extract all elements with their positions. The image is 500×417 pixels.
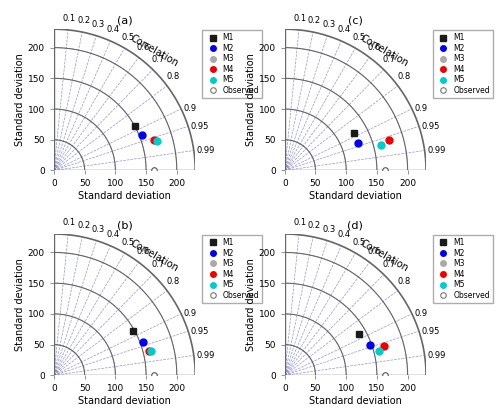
Text: 0.7: 0.7 (382, 260, 396, 269)
Text: 0.5: 0.5 (352, 238, 366, 246)
Text: Correlation: Correlation (359, 238, 410, 273)
Text: 0.7: 0.7 (152, 55, 164, 64)
Text: 0.3: 0.3 (92, 224, 105, 234)
Text: 0.8: 0.8 (397, 72, 410, 81)
Text: 0.99: 0.99 (427, 146, 446, 155)
Text: 0.9: 0.9 (184, 104, 196, 113)
Text: 0.2: 0.2 (308, 16, 321, 25)
Text: 0.8: 0.8 (166, 72, 179, 81)
Text: Correlation: Correlation (128, 238, 180, 273)
Text: 0.5: 0.5 (352, 33, 366, 42)
Text: 0.3: 0.3 (322, 20, 336, 29)
X-axis label: Standard deviation: Standard deviation (78, 396, 171, 406)
Text: 0.6: 0.6 (368, 247, 380, 256)
Text: 0.6: 0.6 (136, 43, 150, 52)
Y-axis label: Standard deviation: Standard deviation (246, 258, 256, 351)
Text: 0.99: 0.99 (427, 351, 446, 360)
X-axis label: Standard deviation: Standard deviation (309, 396, 402, 406)
Text: 0.5: 0.5 (122, 238, 135, 246)
Title: (d): (d) (348, 221, 364, 231)
Text: 0.3: 0.3 (322, 224, 336, 234)
Text: 0.8: 0.8 (166, 277, 179, 286)
Text: 0.6: 0.6 (368, 43, 380, 52)
Text: 0.4: 0.4 (107, 230, 120, 239)
Legend: M1, M2, M3, M4, M5, Observed: M1, M2, M3, M4, M5, Observed (202, 235, 262, 303)
Text: 0.99: 0.99 (196, 351, 214, 360)
Title: (b): (b) (116, 221, 132, 231)
Y-axis label: Standard deviation: Standard deviation (15, 53, 25, 146)
Title: (c): (c) (348, 15, 363, 25)
Text: 0.95: 0.95 (190, 122, 209, 131)
Text: 0.8: 0.8 (397, 277, 410, 286)
Legend: M1, M2, M3, M4, M5, Observed: M1, M2, M3, M4, M5, Observed (202, 30, 262, 98)
X-axis label: Standard deviation: Standard deviation (309, 191, 402, 201)
Text: 0.6: 0.6 (136, 247, 150, 256)
Text: 0.9: 0.9 (184, 309, 196, 318)
Text: 0.99: 0.99 (196, 146, 214, 155)
Legend: M1, M2, M3, M4, M5, Observed: M1, M2, M3, M4, M5, Observed (432, 30, 493, 98)
Text: 0.9: 0.9 (414, 104, 428, 113)
Text: 0.2: 0.2 (77, 221, 90, 230)
Text: 0.95: 0.95 (422, 327, 440, 336)
Text: 0.9: 0.9 (414, 309, 428, 318)
Text: 0.4: 0.4 (107, 25, 120, 34)
Text: 0.95: 0.95 (422, 122, 440, 131)
Text: 0.1: 0.1 (62, 14, 76, 23)
Y-axis label: Standard deviation: Standard deviation (15, 258, 25, 351)
Text: Correlation: Correlation (359, 33, 410, 68)
Text: 0.7: 0.7 (382, 55, 396, 64)
Text: 0.1: 0.1 (293, 14, 306, 23)
Text: 0.4: 0.4 (338, 25, 351, 34)
Text: 0.7: 0.7 (152, 260, 164, 269)
X-axis label: Standard deviation: Standard deviation (78, 191, 171, 201)
Text: 0.5: 0.5 (122, 33, 135, 42)
Legend: M1, M2, M3, M4, M5, Observed: M1, M2, M3, M4, M5, Observed (432, 235, 493, 303)
Text: 0.2: 0.2 (77, 16, 90, 25)
Y-axis label: Standard deviation: Standard deviation (246, 53, 256, 146)
Text: 0.1: 0.1 (62, 219, 76, 227)
Title: (a): (a) (117, 15, 132, 25)
Text: 0.3: 0.3 (92, 20, 105, 29)
Text: 0.4: 0.4 (338, 230, 351, 239)
Text: 0.1: 0.1 (293, 219, 306, 227)
Text: 0.95: 0.95 (190, 327, 209, 336)
Text: 0.2: 0.2 (308, 221, 321, 230)
Text: Correlation: Correlation (128, 33, 180, 68)
